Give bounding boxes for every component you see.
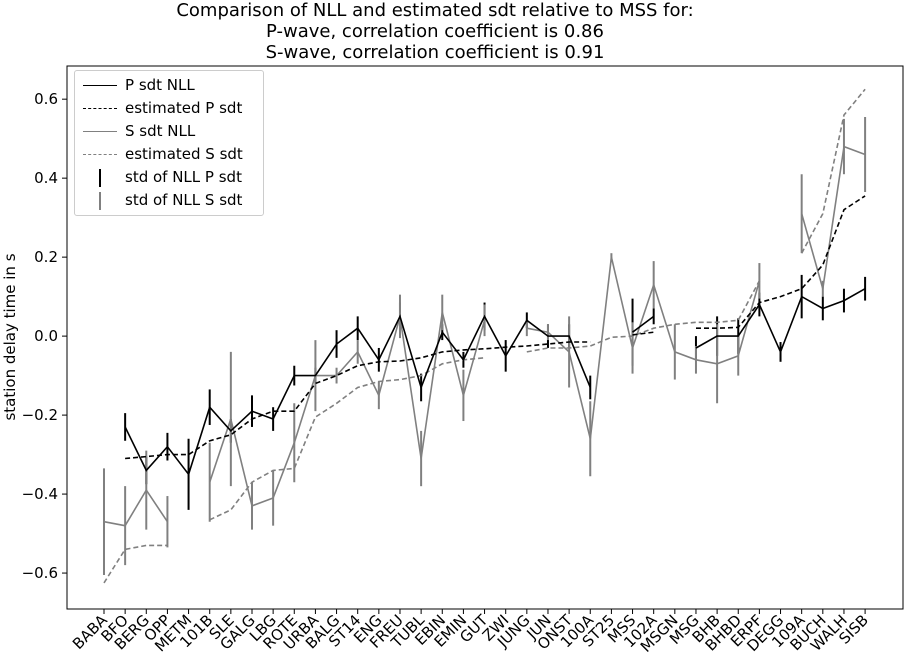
legend-item-p-est: estimated P sdt	[75, 98, 263, 120]
series-line-p-sdt-nll	[695, 288, 866, 354]
y-axis-label: station delay time in s	[1, 253, 19, 421]
legend-item-p-nll: P sdt NLL	[75, 75, 263, 97]
series-line-p-sdt-nll	[124, 314, 592, 477]
y-tick-label: −0.6	[22, 564, 58, 582]
chart-title-line-3: S-wave, correlation coefficient is 0.91	[265, 42, 605, 63]
legend-swatch	[83, 131, 117, 132]
legend-label: estimated P sdt	[125, 99, 243, 117]
y-tick-label: 0.0	[34, 327, 58, 345]
series-line-estimated-p-sdt	[632, 331, 654, 336]
legend-label: P sdt NLL	[125, 76, 195, 94]
y-tick-label: 0.2	[34, 248, 58, 266]
legend-item-s-est: estimated S sdt	[75, 144, 263, 166]
series-line-estimated-s-sdt	[800, 88, 866, 254]
chart-title-line-1: Comparison of NLL and estimated sdt rela…	[176, 0, 694, 21]
series-line-estimated-s-sdt	[209, 357, 485, 521]
legend-label: std of NLL S sdt	[125, 191, 243, 209]
legend: P sdt NLL estimated P sdt S sdt NLL esti…	[74, 70, 264, 216]
legend-label: estimated S sdt	[125, 145, 243, 163]
legend-item-s-nll: S sdt NLL	[75, 121, 263, 143]
legend-label: S sdt NLL	[125, 122, 196, 140]
legend-swatch	[83, 108, 117, 109]
legend-swatch	[83, 85, 117, 86]
y-tick-label: 0.6	[34, 90, 58, 108]
legend-item-s-std: std of NLL S sdt	[75, 190, 263, 212]
legend-item-p-std: std of NLL P sdt	[75, 167, 263, 189]
series-line-estimated-p-sdt	[696, 195, 866, 330]
legend-swatch	[83, 154, 117, 155]
series-line-p-sdt-nll	[632, 315, 655, 333]
series-line-s-sdt-nll	[526, 256, 761, 439]
legend-label: std of NLL P sdt	[125, 168, 242, 186]
y-tick-label: −0.2	[22, 406, 58, 424]
y-tick-label: −0.4	[22, 485, 58, 503]
series-line-estimated-p-sdt	[125, 341, 591, 460]
series-line-estimated-s-sdt	[103, 544, 168, 584]
legend-swatch	[99, 192, 101, 210]
chart-title-line-2: P-wave, correlation coefficient is 0.86	[266, 21, 604, 42]
legend-swatch	[99, 169, 101, 187]
series-line-s-sdt-nll	[208, 312, 486, 507]
series-line-s-sdt-nll	[800, 145, 866, 289]
y-tick-label: 0.4	[34, 169, 58, 187]
series-line-s-sdt-nll	[103, 488, 169, 527]
